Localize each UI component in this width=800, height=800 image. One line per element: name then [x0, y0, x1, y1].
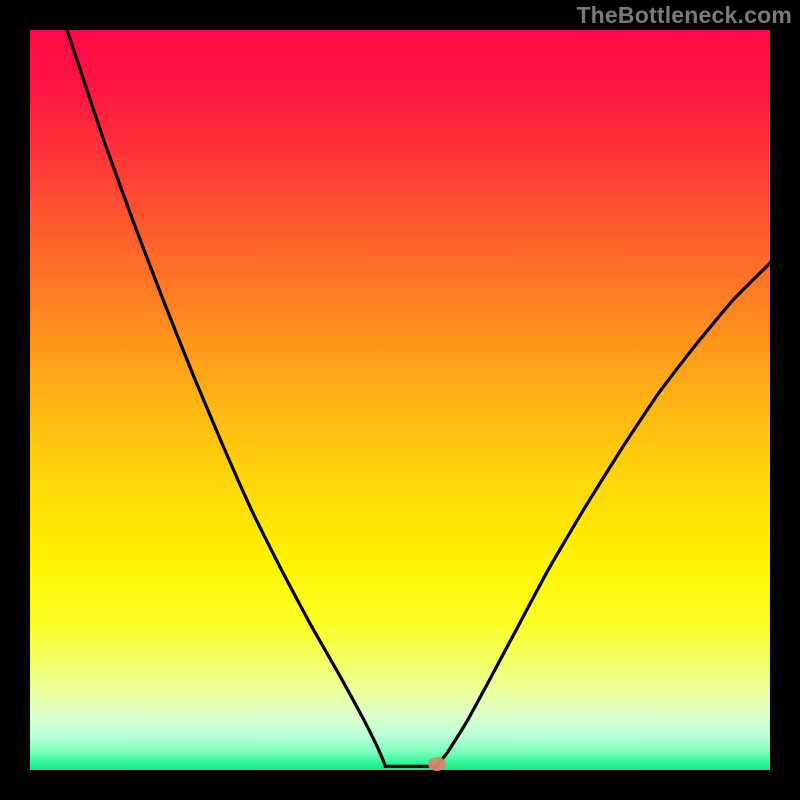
- chart-background-gradient: [30, 30, 770, 770]
- chart-frame: TheBottleneck.com: [0, 0, 800, 800]
- chart-svg: [0, 0, 800, 800]
- optimum-marker: [428, 757, 446, 771]
